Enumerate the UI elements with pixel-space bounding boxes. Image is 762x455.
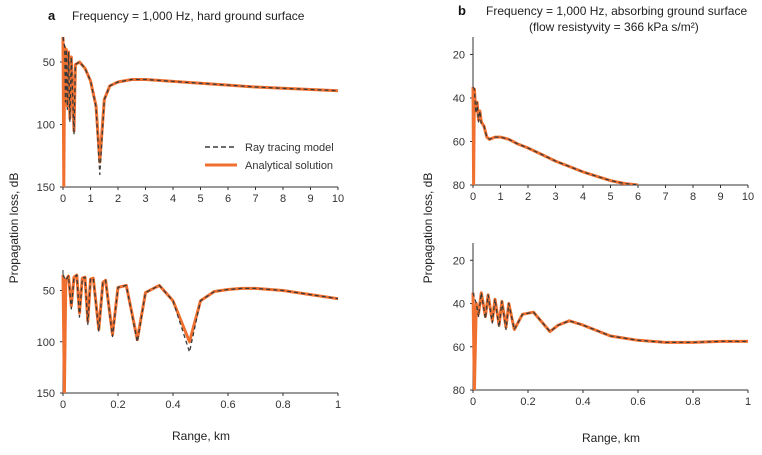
x-tick-label: 0.2 [110,399,125,411]
x-axis-label-b: Range, km [582,431,640,445]
y-tick-label: 40 [453,93,465,105]
y-tick-label: 60 [453,136,465,148]
panel-b-letter: b [458,3,466,18]
x-tick-label: 6 [225,193,231,205]
x-tick-label: 3 [552,191,558,203]
y-tick-label: 100 [37,337,55,349]
x-tick-label: 1 [335,399,341,411]
series-ray-tracing-line [472,86,639,185]
chart-a-bottom: 50 100 150 0 0.2 0.4 0.6 0.8 1 [37,270,341,411]
x-tick-label: 0 [60,193,66,205]
panel-a-letter: a [48,8,56,23]
x-tick-label: 10 [332,193,344,205]
series-analytical-line [471,87,639,185]
panel-b-title-line2: (flow resistyvity = 366 kPa s/m²) [529,20,699,34]
x-tick-label: 7 [662,191,668,203]
y-tick-label: 60 [453,342,465,354]
x-tick-label: 0.6 [220,399,235,411]
x-tick-label: 0 [60,399,66,411]
x-tick-label: 8 [690,191,696,203]
y-tick-label: 80 [453,180,465,192]
legend-ray-label: Ray tracing model [245,142,334,154]
y-tick-label: 150 [37,388,55,400]
x-tick-label: 0.8 [685,396,700,408]
x-tick-label: 9 [307,193,313,205]
y-axis-label-b: Propagation loss, dB [421,173,435,284]
chart-b-bottom: 20 40 60 80 0 0.2 0.4 0.6 0.8 1 [453,243,751,408]
series-ray-tracing-line [62,36,339,176]
legend: Ray tracing model Analytical solution [205,142,334,172]
series-ray-tracing-line [62,274,339,353]
x-axis-label-a: Range, km [172,429,230,443]
x-tick-label: 1 [745,396,751,408]
y-tick-label: 20 [453,255,465,267]
x-tick-label: 0.2 [520,396,535,408]
x-tick-label: 0 [470,191,476,203]
y-tick-label: 50 [43,286,55,298]
x-tick-label: 8 [280,193,286,205]
x-tick-label: 7 [252,193,258,205]
y-axis-label-a: Propagation loss, dB [7,173,21,284]
chart-a-top: 50 100 150 0 1 2 3 4 5 6 7 8 9 10 [37,36,344,205]
chart-b-top: 20 40 60 80 0 1 2 3 4 5 6 7 8 9 10 [453,37,754,203]
y-tick-label: 100 [37,120,55,132]
x-tick-label: 5 [197,193,203,205]
x-tick-label: 2 [525,191,531,203]
legend-analytical-label: Analytical solution [245,160,333,172]
x-tick-label: 0.6 [630,396,645,408]
x-tick-label: 9 [717,191,723,203]
x-tick-label: 1 [497,191,503,203]
y-tick-label: 150 [37,182,55,194]
x-tick-label: 5 [607,191,613,203]
x-tick-label: 6 [635,191,641,203]
y-tick-label: 40 [453,299,465,311]
x-tick-label: 1 [87,193,93,205]
x-tick-label: 10 [742,191,754,203]
x-tick-label: 3 [142,193,148,205]
panel-b-title-line1: Frequency = 1,000 Hz, absorbing ground s… [486,4,747,18]
x-tick-label: 0.8 [275,399,290,411]
y-tick-label: 50 [43,57,55,69]
x-tick-label: 4 [580,191,586,203]
x-tick-label: 0.4 [575,396,590,408]
x-tick-label: 0 [470,396,476,408]
series-analytical-line [471,291,748,390]
x-tick-label: 2 [115,193,121,205]
panel-a-title: Frequency = 1,000 Hz, hard ground surfac… [72,9,305,23]
y-tick-label: 80 [453,385,465,397]
x-tick-label: 4 [170,193,176,205]
y-tick-label: 20 [453,49,465,61]
series-ray-tracing-line [472,292,748,344]
x-tick-label: 0.4 [165,399,180,411]
